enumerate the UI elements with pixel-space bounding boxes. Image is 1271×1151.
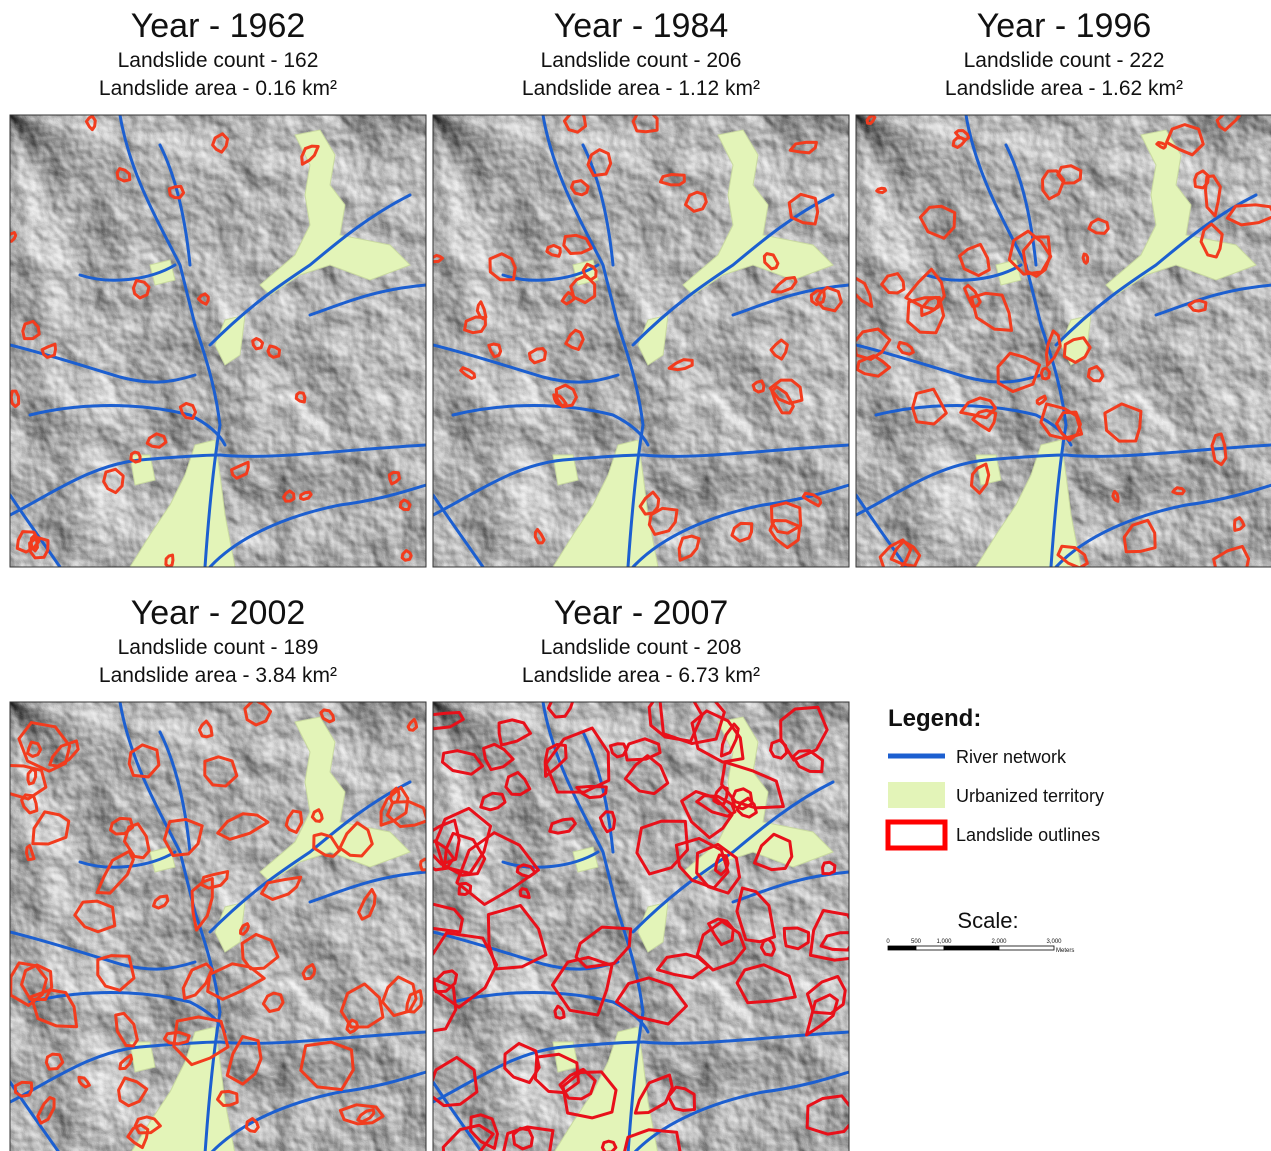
landslide-area: Landslide area - 3.84 km² [99,664,337,687]
panel-title: Year - 1984 [554,7,729,45]
scale-label: 3,000 [1046,939,1062,945]
landslide-count: Landslide count - 208 [541,636,742,659]
scale-segment [999,946,1054,950]
legend-label: Urbanized territory [956,786,1104,806]
legend-label: Landslide outlines [956,825,1100,845]
panel-title: Year - 1962 [131,7,306,45]
map-panel [847,102,1271,587]
panel-title: Year - 2002 [131,594,306,632]
landslide-count: Landslide count - 206 [541,49,742,72]
scale-label: 500 [911,939,922,945]
scale-title: Scale: [957,908,1018,933]
legend-landslide-swatch [888,822,945,848]
landslide-area: Landslide area - 1.62 km² [945,77,1183,100]
scale-segment [888,946,916,950]
legend-title: Legend: [888,705,981,732]
panel-title: Year - 1996 [977,7,1152,45]
landslide-area: Landslide area - 1.12 km² [522,77,760,100]
legend-urban-swatch [888,782,945,808]
landslide-count: Landslide count - 189 [118,636,319,659]
figure: Year - 1962 Landslide count - 162 Landslid… [0,0,1271,1151]
map-panel [0,695,433,1151]
scale-segment [944,946,999,950]
map-panel [5,115,426,567]
landslide-count: Landslide count - 162 [118,49,319,72]
map-panel [428,105,849,567]
landslide-area: Landslide area - 6.73 km² [522,664,760,687]
landslide-area: Landslide area - 0.16 km² [99,77,337,100]
panel-title: Year - 2007 [554,594,729,632]
scale-unit: Meters [1056,948,1074,954]
map-panel [404,666,869,1151]
scale-label: 0 [886,939,890,945]
scale-label: 1,000 [936,939,952,945]
scale-label: 2,000 [991,939,1007,945]
landslide-count: Landslide count - 222 [964,49,1165,72]
scale-segment [916,946,944,950]
legend-label: River network [956,747,1067,767]
